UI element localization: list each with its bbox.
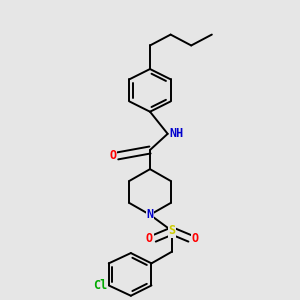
Text: Cl: Cl	[93, 279, 107, 292]
Text: O: O	[146, 232, 153, 245]
Text: O: O	[109, 149, 116, 162]
Text: NH: NH	[169, 127, 183, 140]
Text: O: O	[191, 232, 198, 245]
Text: N: N	[146, 208, 154, 221]
Text: S: S	[169, 224, 176, 238]
